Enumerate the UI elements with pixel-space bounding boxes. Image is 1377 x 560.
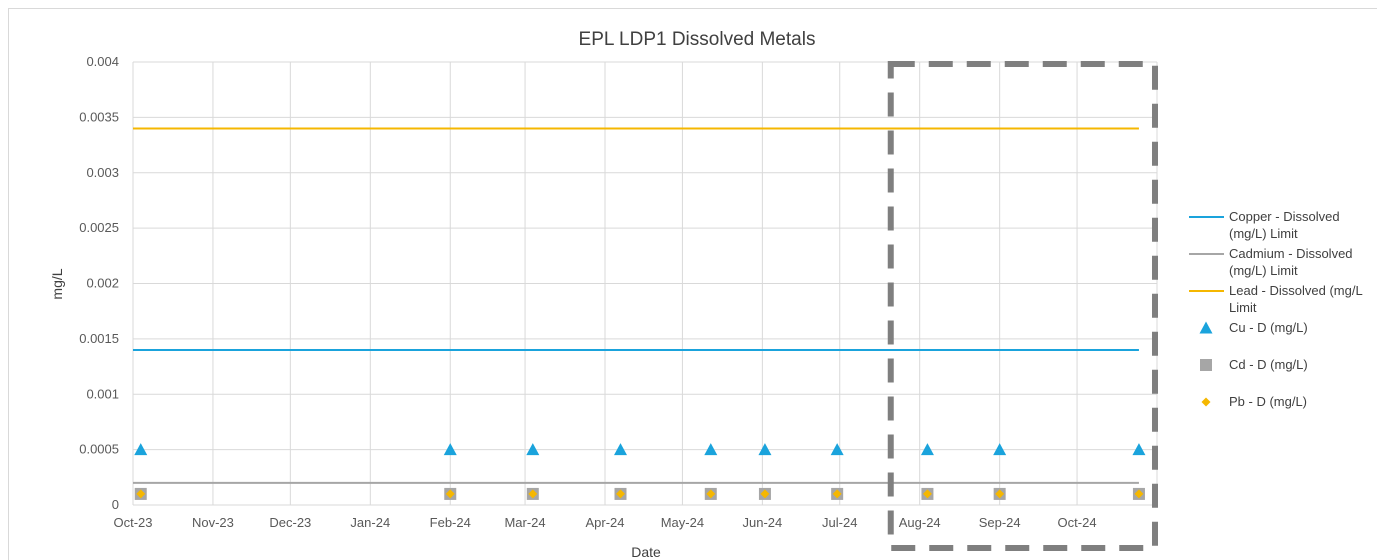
legend-label: Lead - Dissolved (mg/L — [1229, 283, 1363, 298]
x-tick-label: Jun-24 — [742, 515, 782, 530]
chart-frame — [8, 8, 1377, 560]
x-tick-label: Feb-24 — [430, 515, 471, 530]
pb-marker — [1201, 397, 1211, 407]
cu-marker — [758, 443, 772, 456]
legend-label: Copper - Dissolved — [1229, 209, 1340, 224]
x-tick-label: Oct-23 — [113, 515, 152, 530]
cu-marker — [1132, 443, 1146, 456]
cu-marker — [526, 443, 540, 456]
data-markers — [134, 443, 1146, 500]
pb-marker — [528, 489, 538, 499]
pb-marker — [136, 489, 146, 499]
x-tick-label: Jul-24 — [822, 515, 857, 530]
dashed-highlight-box — [887, 61, 1158, 551]
cu-marker — [1199, 321, 1213, 334]
y-tick-label: 0.0015 — [79, 331, 119, 346]
x-axis-title: Date — [631, 544, 661, 560]
legend: Copper - Dissolved (mg/L) Limit Cadmium - … — [1189, 209, 1363, 409]
x-tick-label: Oct-24 — [1058, 515, 1097, 530]
y-tick-label: 0.0035 — [79, 109, 119, 124]
chart-title: EPL LDP1 Dissolved Metals — [579, 29, 816, 50]
x-tick-label: May-24 — [661, 515, 704, 530]
y-tick-label: 0.004 — [86, 54, 119, 69]
pb-marker — [445, 489, 455, 499]
legend-label: Cu - D (mg/L) — [1229, 320, 1308, 335]
cu-marker — [134, 443, 148, 456]
x-axis-ticks: Oct-23 Nov-23 Dec-23 Jan-24 Feb-24 Mar-24 Apr-… — [113, 515, 1096, 530]
x-tick-label: Nov-23 — [192, 515, 234, 530]
legend-label: (mg/L) Limit — [1229, 226, 1298, 241]
legend-label: Pb - D (mg/L) — [1229, 394, 1307, 409]
x-tick-label: Dec-23 — [269, 515, 311, 530]
cu-marker — [993, 443, 1007, 456]
x-tick-label: Jan-24 — [350, 515, 390, 530]
cu-marker — [613, 443, 627, 456]
legend-label: Cadmium - Dissolved — [1229, 246, 1353, 261]
pb-marker — [995, 489, 1005, 499]
grid — [132, 61, 1158, 506]
cd-marker — [1200, 359, 1212, 371]
pb-marker — [706, 489, 716, 499]
legend-label: (mg/L) Limit — [1229, 263, 1298, 278]
pb-marker — [922, 489, 932, 499]
x-tick-label: Sep-24 — [979, 515, 1021, 530]
y-tick-label: 0.003 — [86, 165, 119, 180]
cu-marker — [920, 443, 934, 456]
y-tick-label: 0.0005 — [79, 442, 119, 457]
y-axis-ticks: 0 0.0005 0.001 0.0015 0.002 0.0025 0.003 0.0035… — [79, 54, 119, 512]
x-tick-label: Aug-24 — [899, 515, 941, 530]
cu-marker — [704, 443, 718, 456]
legend-label: Cd - D (mg/L) — [1229, 357, 1308, 372]
y-tick-label: 0.002 — [86, 276, 119, 291]
cu-marker — [830, 443, 844, 456]
pb-marker — [832, 489, 842, 499]
y-tick-label: 0 — [112, 497, 119, 512]
y-axis-title: mg/L — [49, 268, 65, 299]
x-tick-label: Apr-24 — [586, 515, 625, 530]
pb-marker — [1134, 489, 1144, 499]
legend-label: Limit — [1229, 300, 1257, 315]
cu-marker — [443, 443, 457, 456]
annotations — [887, 61, 1158, 551]
limit-lines — [133, 127, 1139, 484]
pb-marker — [760, 489, 770, 499]
x-tick-label: Mar-24 — [504, 515, 545, 530]
y-tick-label: 0.001 — [86, 386, 119, 401]
y-tick-label: 0.0025 — [79, 220, 119, 235]
pb-marker — [615, 489, 625, 499]
